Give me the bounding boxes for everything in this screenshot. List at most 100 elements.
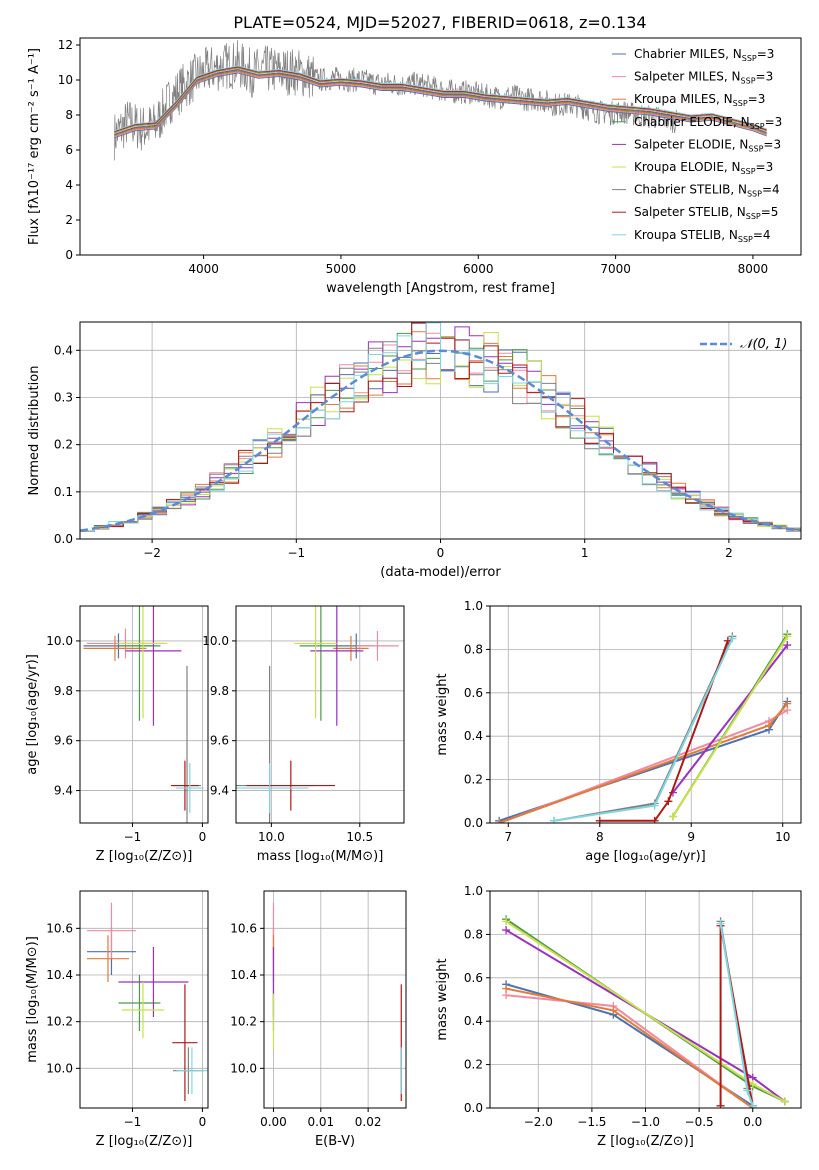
- x-tick-label: −1: [124, 1115, 142, 1129]
- axes-frame: [235, 605, 405, 824]
- x-tick-label: 6000: [463, 262, 494, 276]
- x-axis-label: wavelength [Angstrom, rest frame]: [326, 281, 555, 296]
- x-tick-label: 10.5: [346, 830, 373, 844]
- y-tick-label: 10.4: [230, 968, 257, 982]
- figure-title: PLATE=0524, MJD=52027, FIBERID=0618, z=0…: [233, 13, 646, 32]
- histogram-kroupa-stelib: [80, 322, 801, 532]
- y-tick-label: 10.0: [202, 634, 229, 648]
- x-tick-label: 1: [581, 546, 589, 560]
- y-axis-label: mass weight: [435, 958, 450, 1040]
- y-tick-label: 0.6: [464, 686, 483, 700]
- weight-marker: [783, 632, 792, 641]
- axes-frame: [79, 605, 209, 824]
- weight-line-kroupa-miles: [505, 987, 754, 1108]
- y-tick-label: 8: [65, 108, 73, 122]
- spectrum-model-kroupa-miles: [114, 70, 767, 137]
- legend-entry: Kroupa MILES, NSSP=3: [634, 92, 765, 108]
- spectrum-model-chabrier-elodie: [114, 69, 767, 136]
- x-tick-label: 10: [775, 830, 790, 844]
- weight-marker: [668, 812, 677, 821]
- spectrum-model-salpeter-stelib: [114, 66, 767, 133]
- legend-entry: Kroupa STELIB, NSSP=4: [634, 228, 771, 244]
- y-tick-label: 0.8: [464, 642, 483, 656]
- y-tick-label: 0.4: [54, 343, 73, 357]
- weight-marker: [609, 1006, 618, 1015]
- plot-area-mass_weight_vs_Z: [502, 915, 789, 1108]
- panel-residuals: −2 −1 0 1 2 0.0 0.1 0.2 0.3 0.4 (data-model)/error…: [27, 321, 802, 580]
- y-tick-label: 10.6: [230, 921, 257, 935]
- spectrum-data-line: [113, 40, 678, 161]
- y-tick-label: 9.8: [210, 684, 229, 698]
- x-tick-label: 9: [687, 830, 695, 844]
- y-tick-label: 12: [58, 38, 73, 52]
- y-tick-label: 6: [65, 143, 73, 157]
- y-tick-label: 0.0: [464, 1101, 483, 1115]
- weight-marker: [595, 816, 604, 823]
- y-tick-label: 0.4: [464, 729, 483, 743]
- legend-entry: Salpeter MILES, NSSP=3: [634, 70, 773, 86]
- weight-marker: [502, 926, 511, 935]
- legend-entry: 𝒩(0, 1): [740, 337, 787, 352]
- plot-area-age_vs_Z: [83, 606, 204, 823]
- weight-marker: [764, 721, 773, 730]
- x-axis-label: Z [log₁₀(Z/Z⊙)]: [597, 1134, 694, 1149]
- y-axis-label: Flux [fλ10⁻¹⁷ erg cm⁻² s⁻¹ A⁻¹]: [27, 48, 42, 245]
- x-tick-label: 7: [504, 830, 512, 844]
- x-tick-label: 2: [725, 546, 733, 560]
- y-axis-label: Normed distribution: [27, 366, 42, 496]
- legend-entry: Chabrier MILES, NSSP=3: [634, 47, 774, 63]
- weight-marker: [748, 1080, 757, 1089]
- y-tick-label: 0.6: [464, 971, 483, 985]
- x-tick-label: 0: [199, 830, 207, 844]
- spectrum-model-chabrier-stelib: [114, 67, 767, 133]
- x-axis-label: (data-model)/error: [380, 565, 501, 580]
- panel-age_vs_Z: −1 0 9.4 9.6 9.8 10.0 Z [log₁₀(Z/Z⊙)] age [log₁…: [25, 605, 209, 864]
- x-tick-label: 8: [596, 830, 604, 844]
- legend-entry: Chabrier ELODIE, NSSP=3: [634, 115, 782, 131]
- x-tick-label: 5000: [326, 262, 357, 276]
- panel-mass_vs_Z: −1 0 10.0 10.2 10.4 10.6 Z [log₁₀(Z/Z⊙)] mass […: [25, 890, 209, 1149]
- y-tick-label: 0: [65, 248, 73, 262]
- spectrum-model-chabrier-miles: [114, 72, 767, 139]
- x-axis-label: E(B-V): [315, 1134, 355, 1149]
- weight-line-salpeter-elodie: [672, 644, 789, 794]
- y-tick-label: 0.8: [464, 927, 483, 941]
- spectrum-model-kroupa-stelib: [114, 65, 767, 132]
- weight-marker: [650, 816, 659, 823]
- weight-marker: [783, 641, 792, 650]
- x-axis-label: Z [log₁₀(Z/Z⊙)]: [96, 849, 193, 864]
- weight-line-kroupa-elodie: [672, 635, 789, 818]
- panel-mass_weight_vs_age: 7 8 9 10 0.0 0.2 0.4 0.6 0.8 1.0 age [log₁₀(age/yr…: [435, 599, 802, 864]
- x-tick-label: 0.0: [743, 1115, 762, 1129]
- plot-area-spectrum: [113, 40, 767, 161]
- x-tick-label: 0.00: [260, 1115, 287, 1129]
- plot-area-age_vs_mass: [236, 606, 399, 823]
- y-tick-label: 0.0: [54, 532, 73, 546]
- panel-age_vs_mass: 10.0 10.5 9.4 9.6 9.8 10.0 mass [log₁₀(M/M⊙)]: [202, 605, 405, 864]
- y-tick-label: 0.2: [54, 438, 73, 452]
- y-tick-label: 2: [65, 213, 73, 227]
- x-tick-label: −1: [287, 546, 305, 560]
- legend-entry: Chabrier STELIB, NSSP=4: [634, 183, 780, 199]
- x-tick-label: −1.0: [631, 1115, 660, 1129]
- weight-marker: [664, 797, 673, 806]
- axes-frame: [79, 37, 802, 256]
- plot-area-mass_weight_vs_age: [495, 630, 792, 823]
- legend-entry: Kroupa ELODIE, NSSP=3: [634, 160, 773, 176]
- y-tick-label: 0.2: [464, 1058, 483, 1072]
- axes-frame: [263, 890, 407, 1109]
- spectrum-model-salpeter-elodie: [114, 69, 767, 135]
- weight-marker: [495, 819, 504, 823]
- x-tick-label: 0: [437, 546, 445, 560]
- y-tick-label: 0.4: [464, 1014, 483, 1028]
- y-axis-label: mass [log₁₀(M/M⊙)]: [25, 936, 40, 1063]
- legend-entry: Salpeter ELODIE, NSSP=3: [634, 137, 781, 153]
- panel-mass_weight_vs_Z: −2.0 −1.5 −1.0 −0.5 0.0 0.0 0.2 0.4 0.6 0.8 1.0 Z […: [435, 884, 802, 1149]
- legend-entry: Salpeter STELIB, NSSP=5: [634, 205, 778, 221]
- panel-mass_vs_ebv: 0.00 0.01 0.02 10.0 10.2 10.4 10.6 E(B-V): [230, 890, 407, 1149]
- weight-marker: [743, 1086, 752, 1095]
- y-tick-label: 9.4: [210, 784, 229, 798]
- x-axis-label: Z [log₁₀(Z/Z⊙)]: [96, 1134, 193, 1149]
- weight-line-salpeter-miles: [505, 994, 754, 1108]
